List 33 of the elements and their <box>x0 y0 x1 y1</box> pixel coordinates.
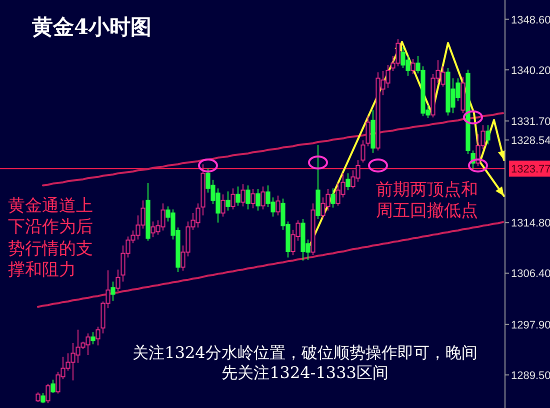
point <box>198 158 218 172</box>
candlestick <box>250 188 256 209</box>
candlestick <box>230 188 236 210</box>
candlestick <box>116 269 120 292</box>
candlestick <box>36 392 40 402</box>
candlestick <box>226 190 230 212</box>
candlestick <box>40 392 46 404</box>
candlestick <box>276 195 280 216</box>
annotation: 黄金通道上下沿作为后势行情的支撑和阻力 <box>8 196 94 281</box>
candlestick <box>96 326 100 346</box>
candlestick <box>110 281 116 302</box>
candlestick <box>46 383 50 404</box>
annotation: 关注1324分水岭位置，破位顺势操作即可，晚间先关注1324-1333区间 <box>132 343 478 383</box>
candlestick <box>220 194 226 218</box>
candlestick <box>360 140 366 163</box>
candlestick <box>346 172 350 191</box>
candlestick <box>50 379 56 394</box>
annotation: 前期两顶点和周五回撤低点 <box>376 180 479 222</box>
point <box>468 158 488 172</box>
point <box>308 155 328 170</box>
candlestick <box>410 58 416 75</box>
candlestick <box>260 186 266 210</box>
candlestick <box>366 116 370 147</box>
candlestick <box>90 332 96 345</box>
candlestick <box>486 124 490 145</box>
title: 黄金4小时图 <box>32 14 152 40</box>
point <box>368 158 388 172</box>
candlestick <box>256 188 260 212</box>
candlestick <box>246 184 250 210</box>
candlestick <box>240 184 246 207</box>
candlestick <box>330 188 336 208</box>
candlestick <box>236 186 240 206</box>
point <box>463 110 483 124</box>
